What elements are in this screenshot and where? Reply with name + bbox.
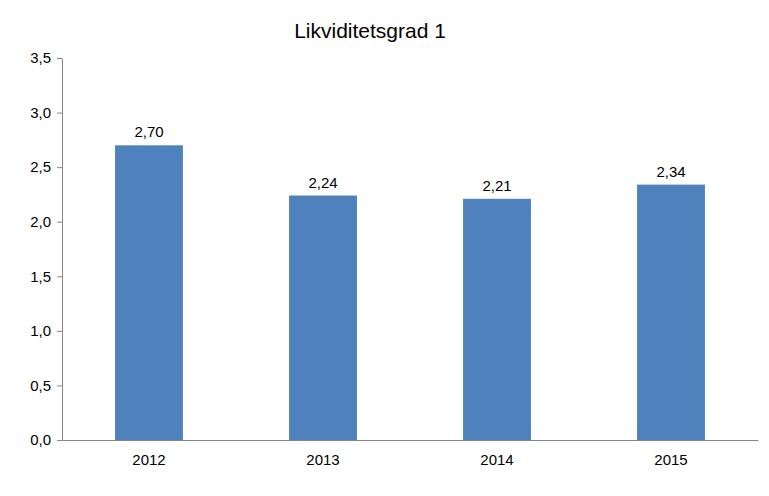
tick: 3,5 bbox=[30, 49, 62, 66]
tick-mark bbox=[57, 331, 62, 332]
tick: 2,0 bbox=[30, 213, 62, 230]
tick-label: 0,0 bbox=[30, 431, 51, 448]
tick-mark bbox=[57, 58, 62, 59]
tick-label: 2,5 bbox=[30, 158, 51, 175]
tick: 2,5 bbox=[30, 158, 62, 175]
tick: 2014 bbox=[480, 440, 513, 468]
tick: 1,0 bbox=[30, 322, 62, 339]
tick-label: 0,5 bbox=[30, 377, 51, 394]
tick: 3,0 bbox=[30, 104, 62, 121]
data-label: 2,21 bbox=[482, 177, 511, 194]
tick-mark bbox=[57, 276, 62, 277]
axis-line bbox=[62, 59, 63, 441]
axis-line bbox=[63, 440, 759, 441]
data-label: 2,70 bbox=[134, 123, 163, 140]
bar bbox=[115, 145, 183, 440]
tick: 1,5 bbox=[30, 268, 62, 285]
tick-label: 2012 bbox=[132, 451, 165, 468]
tick-label: 1,0 bbox=[30, 322, 51, 339]
bar bbox=[637, 185, 705, 440]
data-labels: 2,70 2,24 2,21 2,34 bbox=[134, 123, 685, 193]
tick-label: 2014 bbox=[480, 451, 513, 468]
data-label: 2,24 bbox=[308, 174, 337, 191]
plot: 0,0 0,5 1,0 1,5 2,0 2,5 3,0 3,5 2012 2013 2014 2015… bbox=[30, 49, 758, 467]
title: Likviditetsgrad 1 bbox=[294, 19, 446, 42]
tick: 0,0 bbox=[30, 431, 62, 448]
tick-mark bbox=[57, 222, 62, 223]
tick-label: 3,5 bbox=[30, 49, 51, 66]
data-label: 2,34 bbox=[656, 163, 685, 180]
chart: 0,0 0,5 1,0 1,5 2,0 2,5 3,0 3,5 2012 2013 2014 2015… bbox=[0, 0, 769, 496]
tick-mark bbox=[57, 167, 62, 168]
tick-mark bbox=[57, 440, 62, 441]
bars bbox=[115, 145, 705, 440]
tick: 2015 bbox=[654, 440, 687, 468]
tick-label: 2015 bbox=[654, 451, 687, 468]
y-axis: 0,0 0,5 1,0 1,5 2,0 2,5 3,0 3,5 bbox=[30, 49, 62, 448]
tick: 2013 bbox=[306, 440, 339, 468]
tick: 2012 bbox=[132, 440, 165, 468]
tick: 0,5 bbox=[30, 377, 62, 394]
tick-mark bbox=[57, 113, 62, 114]
tick-label: 2013 bbox=[306, 451, 339, 468]
tick-mark bbox=[57, 385, 62, 386]
tick-label: 2,0 bbox=[30, 213, 51, 230]
bar bbox=[463, 199, 531, 440]
x-axis: 2012 2013 2014 2015 bbox=[63, 440, 759, 468]
tick-label: 1,5 bbox=[30, 268, 51, 285]
tick-label: 3,0 bbox=[30, 104, 51, 121]
bar bbox=[289, 196, 357, 440]
